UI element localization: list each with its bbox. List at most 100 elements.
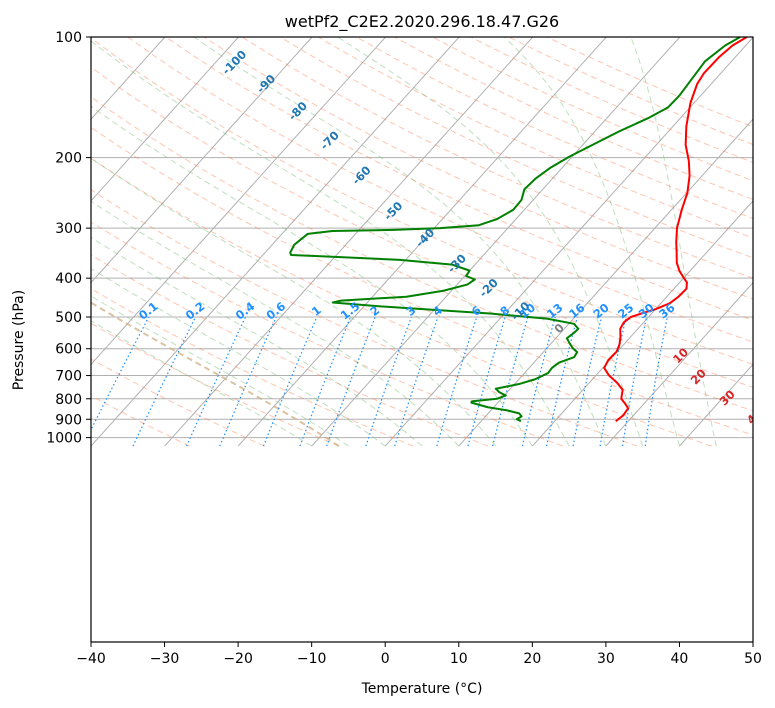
mixing-ratio-label: 0.4: [233, 299, 258, 323]
mixing-ratio-label: 16: [566, 300, 587, 321]
x-tick-label: −10: [297, 651, 327, 667]
mixing-ratio-line: [186, 316, 247, 447]
mixing-ratio-label: 2: [367, 303, 382, 319]
x-tick-label: 40: [671, 651, 689, 667]
dry-adiabat-line: [91, 221, 563, 447]
axes: −40 −30 −20 −10 0 10 20 30 40 5010020030040050060…: [46, 30, 762, 667]
dry-adiabat-line: [91, 37, 753, 365]
mixing-ratio-line: [132, 316, 197, 447]
isotherm-line: [91, 37, 313, 284]
isotherm-line: [91, 37, 386, 366]
moist-adiabat-line: [91, 200, 460, 447]
mixing-ratio-line: [644, 316, 668, 447]
dry-adiabat-line: [91, 157, 712, 447]
mixing-ratio-label: 20: [590, 300, 611, 321]
mixing-ratio-line: [436, 316, 478, 447]
mixing-ratio-label: 1: [309, 303, 324, 319]
dry-adiabat-label: 30: [717, 387, 738, 408]
dry-adiabat-label: 40: [744, 406, 765, 427]
isotherm-line: [752, 445, 753, 447]
mixing-ratio-line: [621, 316, 648, 447]
moist-adiabat-line: [91, 40, 570, 447]
moist-adiabat-line: [91, 267, 386, 447]
mixing-ratio-label: 30: [636, 300, 657, 321]
mixing-ratio-label: 25: [615, 300, 636, 321]
moist-adiabat-line: [193, 37, 607, 447]
dry-adiabat-line: [91, 322, 340, 447]
isotherm-line: [91, 37, 239, 202]
y-tick-label: 400: [55, 271, 82, 287]
dry-adiabat-line: [279, 37, 753, 259]
moist-adiabat-line: [91, 236, 423, 447]
moist-adiabat-label: -100: [219, 47, 249, 77]
mixing-ratio-line: [219, 316, 277, 447]
isotherm-line: [679, 363, 753, 447]
y-axis-title: Pressure (hPa): [11, 290, 27, 390]
mixing-ratio-line: [394, 316, 439, 447]
dry-adiabat-label: 10: [670, 345, 691, 366]
mixing-ratio-line: [326, 316, 376, 447]
moist-adiabat-label: -70: [317, 128, 342, 153]
y-tick-label: 800: [55, 392, 82, 408]
dry-adiabat-line: [91, 189, 638, 447]
y-tick-label: 500: [55, 310, 82, 326]
isotherm-line: [531, 200, 753, 447]
x-axis-title: Temperature (°C): [361, 681, 483, 697]
dry-adiabat-line: [91, 126, 753, 436]
moist-adiabat-line: [91, 105, 533, 447]
y-tick-label: 200: [55, 151, 82, 167]
y-tick-label: 700: [55, 369, 82, 385]
x-tick-label: 50: [744, 651, 762, 667]
mixing-ratio-line: [572, 316, 603, 447]
chart-title: wetPf2_C2E2.2020.296.18.47.G26: [285, 12, 559, 32]
mixing-ratio-line: [467, 316, 506, 447]
mixing-ratio-label: 6: [469, 303, 484, 319]
moist-adiabat-line: [91, 295, 349, 447]
isotherm-line: [384, 37, 753, 447]
dry-adiabat-line: [91, 254, 489, 447]
moist-adiabat-line: [630, 37, 717, 447]
mixing-ratio-line: [365, 316, 412, 447]
dry-adiabat-line: [394, 37, 753, 201]
x-tick-label: 30: [597, 651, 615, 667]
moist-adiabat-label: -20: [476, 276, 501, 301]
mixing-ratio-label: 0.1: [136, 299, 161, 323]
plot-area: 0.1 0.2 0.4 0.6 1 1.5 2 3 4 6 8 10 13 16 20 25 30 36-100-…: [91, 37, 765, 447]
temperature-profile-line: [603, 37, 748, 422]
isotherm-line: [164, 37, 534, 447]
y-tick-label: 900: [55, 412, 82, 428]
mixing-ratio-line: [492, 316, 529, 447]
x-tick-label: 20: [523, 651, 541, 667]
mixing-ratio-line: [521, 316, 556, 447]
plot-frame: [90, 36, 754, 643]
y-tick-label: 100: [55, 30, 82, 46]
dry-adiabat-line: [91, 66, 753, 388]
moist-adiabat-label: -90: [254, 72, 279, 97]
moist-adiabat-line: [337, 37, 644, 447]
mixing-ratio-label: 36: [656, 300, 677, 321]
dewpoint-profile-line: [289, 37, 741, 423]
isotherm-line: [311, 37, 681, 447]
mixing-ratio-line: [262, 316, 318, 447]
isotherm-line: [605, 281, 753, 447]
moist-adiabat-label: -30: [444, 251, 469, 276]
moist-adiabat-label: -60: [349, 163, 374, 188]
moist-adiabat-line: [91, 157, 496, 447]
y-tick-label: 300: [55, 221, 82, 237]
x-tick-label: −30: [150, 651, 180, 667]
y-tick-label: 1000: [46, 431, 82, 447]
mixing-ratio-line: [299, 316, 352, 447]
wetbulb-zero-line: [91, 301, 340, 447]
isotherm-line: [458, 118, 753, 447]
x-tick-label: 0: [381, 651, 390, 667]
y-tick-label: 600: [55, 342, 82, 358]
x-tick-label: 10: [450, 651, 468, 667]
dry-adiabat-line: [203, 37, 753, 300]
moist-adiabat-label: -80: [285, 99, 310, 124]
moist-adiabat-line: [503, 37, 680, 447]
mixing-ratio-line: [546, 316, 578, 447]
dry-adiabat-label: 20: [688, 366, 709, 387]
mixing-ratio-line: [599, 316, 627, 447]
isotherm-line: [91, 37, 460, 447]
